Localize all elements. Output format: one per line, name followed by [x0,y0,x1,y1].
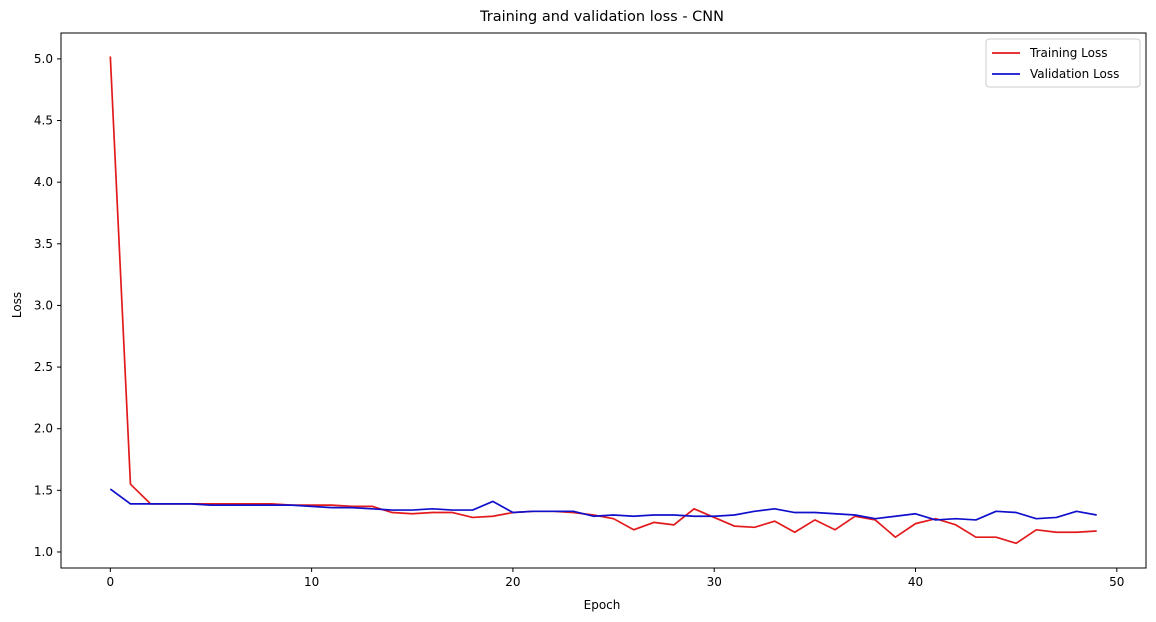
x-tick-label: 10 [304,575,319,589]
x-tick-label: 50 [1109,575,1124,589]
series-line-1 [109,488,1097,521]
x-axis: 0 10 20 30 40 50 [106,568,1124,589]
legend: Training Loss Validation Loss [985,38,1141,88]
chart-title: Training and validation loss - CNN [479,9,724,25]
plot-area [60,32,1147,569]
x-tick-label: 20 [505,575,520,589]
x-tick-label: 40 [908,575,923,589]
plot-frame [60,32,1147,569]
legend-label-0: Training Loss [1029,46,1107,60]
y-tick-label: 4.0 [34,175,53,189]
x-tick-label: 0 [106,575,114,589]
y-tick-label: 1.5 [34,483,53,497]
legend-box [985,38,1141,88]
y-tick-label: 1.0 [34,545,53,559]
y-tick-label: 3.0 [34,298,53,312]
series-line-0 [109,56,1097,545]
y-axis: 1.0 1.5 2.0 2.5 3.0 3.5 4.0 4.5 5.0 [34,52,61,559]
y-tick-label: 4.5 [34,114,53,128]
x-tick-label: 30 [707,575,722,589]
legend-label-1: Validation Loss [1030,67,1119,81]
y-tick-label: 2.0 [34,422,53,436]
y-tick-label: 5.0 [34,52,53,66]
y-tick-label: 2.5 [34,360,53,374]
x-axis-label: Epoch [584,598,621,612]
y-axis-label: Loss [10,292,24,318]
y-tick-label: 3.5 [34,237,53,251]
